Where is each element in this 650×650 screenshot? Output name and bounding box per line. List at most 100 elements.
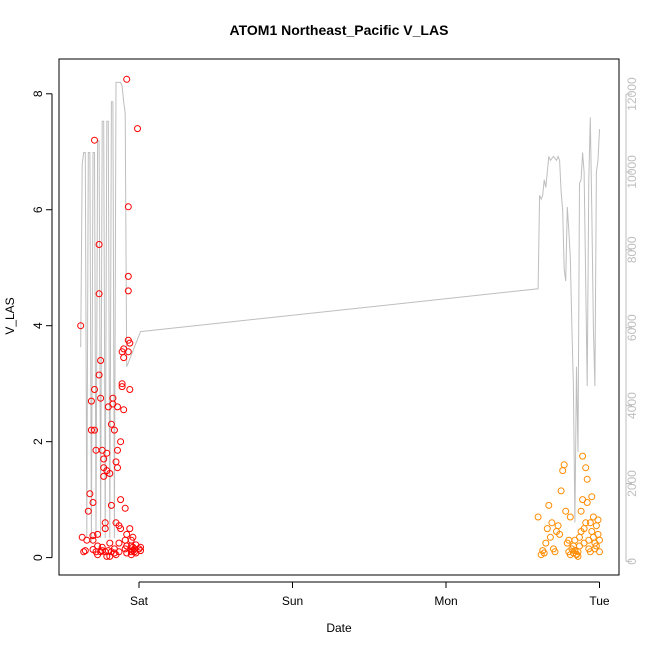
data-point-series-2 [548, 519, 556, 527]
x-tick-label: Tue [589, 594, 610, 608]
y2-tick-label: 2000 [625, 470, 639, 497]
data-point-series-1 [97, 357, 105, 364]
data-point-series-1 [97, 548, 105, 556]
data-point-series-2 [583, 475, 591, 483]
data-point-series-1 [121, 504, 129, 512]
data-point-series-1 [95, 371, 103, 379]
data-point-series-2 [579, 452, 587, 460]
data-point-series-2 [542, 539, 550, 547]
data-point-series-1 [91, 386, 98, 393]
x-axis: Sat Sun Mon Tue [130, 581, 610, 608]
depth-line [80, 81, 600, 542]
y-tick-label: 8 [31, 90, 45, 97]
x-tick-label: Sat [130, 594, 149, 608]
data-point-series-1 [126, 386, 134, 393]
data-point-series-1 [86, 490, 94, 498]
depth-line-layer [80, 81, 600, 542]
data-point-series-1 [129, 533, 137, 541]
data-point-series-1 [123, 530, 131, 538]
y-tick-label: 2 [31, 438, 45, 445]
data-point-series-1 [103, 449, 111, 457]
y-tick-label: 4 [31, 322, 45, 329]
data-point-series-1 [89, 532, 97, 540]
data-point-series-1 [100, 455, 108, 463]
data-point-series-2 [566, 513, 574, 521]
data-point-series-2 [562, 507, 570, 515]
y2-tick-label: 8000 [625, 236, 639, 263]
data-point-series-1 [87, 426, 95, 434]
data-point-series-2 [546, 533, 554, 541]
data-point-series-1 [81, 547, 89, 555]
y2-tick-label: 0 [625, 558, 639, 565]
data-point-series-1 [123, 549, 131, 557]
data-point-series-1 [117, 438, 125, 446]
data-point-series-2 [551, 548, 559, 556]
y2-tick-label: 4000 [625, 392, 639, 419]
data-point-series-1 [106, 552, 114, 560]
data-point-series-1 [117, 496, 125, 504]
data-point-series-1 [123, 75, 131, 83]
data-point-series-1 [80, 548, 88, 556]
data-point-series-2 [574, 552, 582, 560]
data-point-series-2 [571, 547, 579, 555]
data-point-series-1 [77, 322, 85, 330]
data-point-series-1 [87, 397, 95, 405]
data-point-series-1 [134, 125, 141, 133]
y-tick-label: 0 [31, 554, 45, 561]
data-point-series-1 [89, 499, 97, 506]
data-point-series-1 [110, 426, 118, 434]
data-point-series-2 [582, 519, 590, 527]
data-point-series-2 [594, 516, 602, 524]
data-point-series-1 [106, 470, 114, 477]
data-point-series-1 [84, 507, 92, 515]
data-point-series-1 [106, 539, 114, 547]
data-point-series-1 [130, 545, 138, 553]
data-point-series-1 [89, 536, 97, 544]
data-point-series-1 [94, 530, 102, 538]
data-point-series-1 [118, 383, 126, 391]
x-tick-label: Mon [434, 594, 457, 608]
data-point-series-2 [543, 525, 551, 533]
y2-tick-label: 10000 [625, 155, 639, 189]
y-axis-label: V_LAS [3, 297, 17, 334]
data-point-series-1 [124, 272, 132, 280]
y2-tick-label: 6000 [625, 314, 639, 341]
y-axis: 0 2 4 6 8 [31, 90, 53, 561]
data-point-series-1 [91, 136, 98, 144]
data-point-series-2 [583, 499, 591, 506]
data-point-series-1 [91, 426, 98, 434]
data-point-series-1 [135, 545, 143, 553]
data-point-series-1 [107, 420, 115, 428]
data-point-series-1 [114, 464, 121, 472]
data-point-series-2 [554, 522, 562, 530]
data-point-series-2 [557, 487, 565, 495]
data-point-series-2 [586, 519, 594, 527]
data-point-series-1 [124, 287, 132, 295]
data-point-series-1 [95, 290, 103, 298]
data-point-series-1 [120, 406, 128, 414]
x-axis-label: Date [326, 621, 352, 635]
y-tick-label: 6 [31, 206, 45, 213]
data-point-series-1 [101, 525, 109, 533]
x-tick-label: Sun [282, 594, 303, 608]
data-point-series-1 [118, 380, 126, 388]
y2-axis: 0 2000 4000 6000 8000 10000 12000 [625, 77, 639, 565]
data-point-series-2 [540, 549, 548, 557]
data-point-series-2 [560, 461, 568, 469]
data-point-series-1 [120, 354, 128, 362]
y2-tick-label: 12000 [625, 77, 639, 111]
data-point-series-1 [115, 548, 123, 556]
data-point-series-1 [124, 203, 132, 211]
data-point-series-2 [577, 507, 585, 515]
data-point-series-2 [534, 513, 542, 521]
data-point-series-1 [110, 549, 118, 557]
data-point-series-1 [124, 348, 132, 356]
data-point-series-1 [107, 501, 115, 509]
data-point-series-1 [95, 241, 103, 248]
data-point-series-1 [114, 403, 121, 411]
data-point-series-2 [588, 493, 596, 501]
plot-box [58, 58, 620, 576]
data-point-series-2 [592, 542, 600, 550]
